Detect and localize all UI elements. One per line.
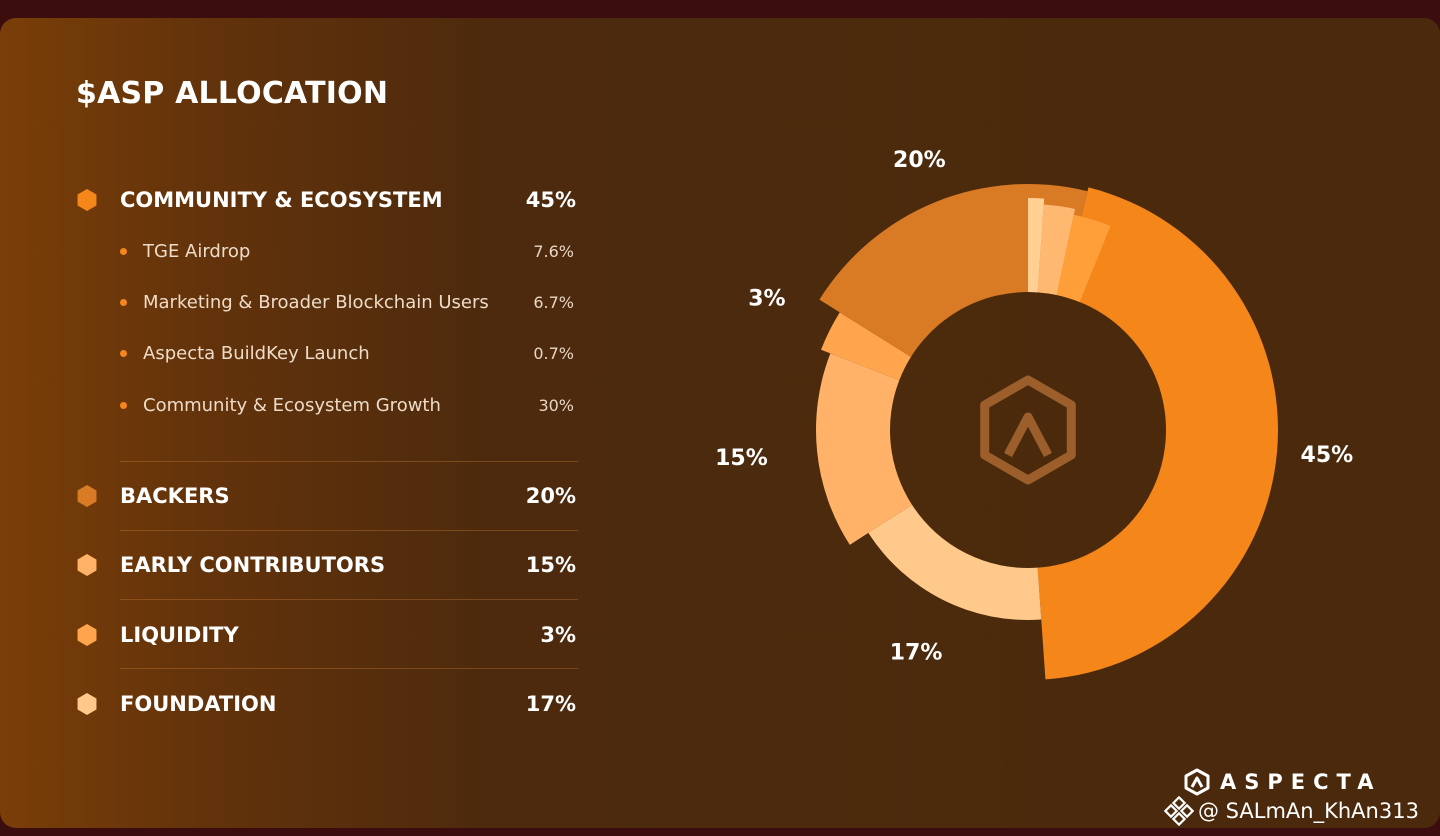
legend-item-community: COMMUNITY & ECOSYSTEM 45% (76, 180, 576, 220)
slice-label-community: 45% (1301, 443, 1354, 468)
slice-label-liquidity: 3% (748, 286, 785, 311)
legend-item-foundation: FOUNDATION 17% (76, 684, 576, 724)
donut-slices (816, 184, 1279, 680)
hexagon-icon (77, 554, 97, 576)
slice-sub-allocation (1028, 198, 1045, 293)
hexagon-icon (77, 189, 97, 211)
bullet-icon (120, 401, 127, 409)
sub-item-label: Aspecta BuildKey Launch (143, 342, 370, 364)
slice-sub-allocation (1037, 204, 1075, 296)
brand-name: ASPECTA (1220, 770, 1382, 794)
sub-item-growth: Community & Ecosystem Growth 30% (120, 390, 574, 420)
slice-foundation (868, 504, 1042, 620)
legend-value: 20% (525, 484, 576, 508)
slice-early-contributors (816, 353, 913, 545)
sub-item-label: TGE Airdrop (143, 240, 251, 262)
legend-item-backers: BACKERS 20% (76, 476, 576, 516)
aspecta-logo-icon (1184, 768, 1210, 796)
legend-label: FOUNDATION (120, 692, 277, 716)
watermark: @ SALmAn_KhAn313 (1164, 796, 1419, 826)
sub-item-label: Community & Ecosystem Growth (143, 394, 441, 416)
legend-label: BACKERS (120, 484, 230, 508)
legend-value: 45% (525, 188, 576, 212)
watermark-text: @ SALmAn_KhAn313 (1198, 799, 1419, 823)
sub-item-value: 30% (538, 395, 574, 415)
legend-label: COMMUNITY & ECOSYSTEM (120, 188, 443, 212)
sub-item-value: 0.7% (533, 343, 574, 363)
legend-value: 3% (540, 623, 576, 647)
legend-label: EARLY CONTRIBUTORS (120, 553, 386, 577)
sub-item-value: 6.7% (533, 292, 574, 312)
binance-icon (1164, 796, 1194, 826)
divider (120, 461, 578, 462)
brand: ASPECTA (1184, 768, 1381, 796)
bullet-icon (120, 247, 127, 255)
legend-value: 15% (525, 553, 576, 577)
sub-item-marketing: Marketing & Broader Blockchain Users 6.7… (120, 287, 574, 317)
hexagon-icon (77, 485, 97, 507)
hexagon-icon (77, 624, 97, 646)
chart-title: $ASP ALLOCATION (76, 76, 389, 111)
slice-label-backers: 20% (893, 148, 946, 173)
hexagon-icon (77, 693, 97, 715)
bullet-icon (120, 349, 127, 357)
legend-value: 17% (525, 692, 576, 716)
sub-item-buildkey: Aspecta BuildKey Launch 0.7% (120, 338, 574, 368)
bullet-icon (120, 298, 127, 306)
slice-community (1037, 187, 1279, 680)
divider (120, 530, 578, 531)
slice-liquidity (821, 312, 911, 381)
allocation-card: $ASP ALLOCATION COMMUNITY & ECOSYSTEM 45… (0, 18, 1440, 828)
aspecta-logo-icon (980, 375, 1076, 485)
sub-item-value: 7.6% (533, 241, 574, 261)
slice-label-foundation: 17% (890, 641, 943, 666)
legend-label: LIQUIDITY (120, 623, 239, 647)
donut-labels: 45% 17% 15% 3% 20% (715, 148, 1353, 665)
legend-item-liquidity: LIQUIDITY 3% (76, 615, 576, 655)
slice-label-early-contributors: 15% (715, 446, 768, 471)
legend-item-early-contributors: EARLY CONTRIBUTORS 15% (76, 545, 576, 585)
divider (120, 668, 578, 669)
slice-sub-allocation (1056, 214, 1111, 303)
divider (120, 599, 578, 600)
sub-item-label: Marketing & Broader Blockchain Users (143, 291, 489, 313)
slice-backers (819, 184, 1088, 357)
sub-item-tge-airdrop: TGE Airdrop 7.6% (120, 236, 574, 266)
donut-chart: 45% 17% 15% 3% 20% (715, 148, 1353, 680)
